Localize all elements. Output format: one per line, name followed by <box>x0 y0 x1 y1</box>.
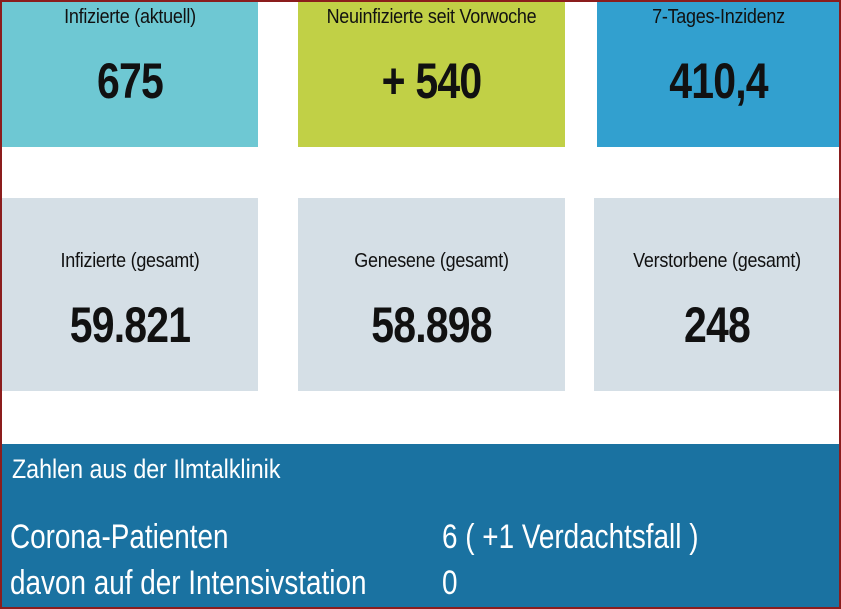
stat-tile-infected-current: Infizierte (aktuell) 675 <box>2 0 258 147</box>
stat-value: 59.821 <box>69 297 191 353</box>
stat-tile-deceased-total: Verstorbene (gesamt) 248 <box>594 198 840 391</box>
stat-label: Neuinfizierte seit Vorwoche <box>326 6 537 28</box>
stat-label: Infizierte (gesamt) <box>60 250 200 272</box>
clinic-panel: Zahlen aus der Ilmtalklinik Corona-Patie… <box>2 444 839 607</box>
clinic-row-value: 0 <box>442 564 458 602</box>
stat-tile-infected-total: Infizierte (gesamt) 59.821 <box>2 198 258 391</box>
stat-tile-recovered-total: Genesene (gesamt) 58.898 <box>298 198 565 391</box>
clinic-heading: Zahlen aus der Ilmtalklinik <box>12 454 281 484</box>
clinic-row-value: 6 ( +1 Verdachtsfall ) <box>442 518 699 556</box>
stat-value: 58.898 <box>371 297 492 353</box>
stat-label: 7-Tages-Inzidenz <box>652 6 785 28</box>
stat-tile-new-infections: Neuinfizierte seit Vorwoche + 540 <box>298 0 565 147</box>
stat-label: Verstorbene (gesamt) <box>633 250 801 272</box>
stat-value: 248 <box>684 297 751 353</box>
stat-label: Infizierte (aktuell) <box>64 6 196 28</box>
clinic-row-label: Corona-Patienten <box>10 518 229 556</box>
stat-tile-incidence: 7-Tages-Inzidenz 410,4 <box>597 0 840 147</box>
stat-value: + 540 <box>381 53 482 109</box>
stat-value: 675 <box>97 53 164 109</box>
stat-value: 410,4 <box>669 53 768 109</box>
clinic-row-label: davon auf der Intensivstation <box>10 564 367 602</box>
stat-label: Genesene (gesamt) <box>354 250 509 272</box>
